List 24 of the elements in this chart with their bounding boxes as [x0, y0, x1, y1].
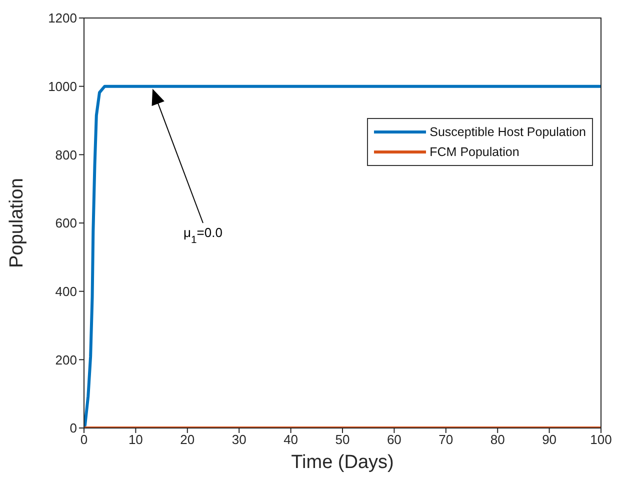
x-tick-label: 20	[180, 432, 195, 448]
x-tick-label: 100	[590, 432, 612, 448]
line-series	[84, 84, 601, 428]
x-tick-label: 10	[128, 432, 143, 448]
x-axis-title: Time (Days)	[291, 452, 394, 473]
y-tick-label: 200	[55, 352, 77, 368]
x-tick-label: 90	[542, 432, 557, 448]
y-tick-label: 1000	[48, 78, 77, 94]
legend-label: Susceptible Host Population	[430, 125, 586, 139]
x-tick-label: 70	[438, 432, 454, 448]
x-tick-label: 80	[490, 432, 505, 448]
legend-label: FCM Population	[430, 145, 520, 159]
x-tick-label: 40	[284, 432, 298, 448]
y-tick-label: 1200	[48, 10, 77, 26]
y-tick-label: 400	[55, 284, 77, 299]
x-tick-label: 30	[232, 432, 246, 448]
y-tick-label: 0	[70, 420, 77, 436]
y-tick-label: 800	[55, 147, 77, 162]
x-tick-label: 50	[335, 432, 350, 448]
annotation: μ$_{1}$=0.0	[184, 225, 222, 246]
y-tick-label: 600	[55, 216, 77, 231]
x-tick-label: 0	[80, 432, 88, 448]
y-axis-title: Population	[6, 178, 28, 268]
x-tick-label: 60	[386, 432, 402, 448]
